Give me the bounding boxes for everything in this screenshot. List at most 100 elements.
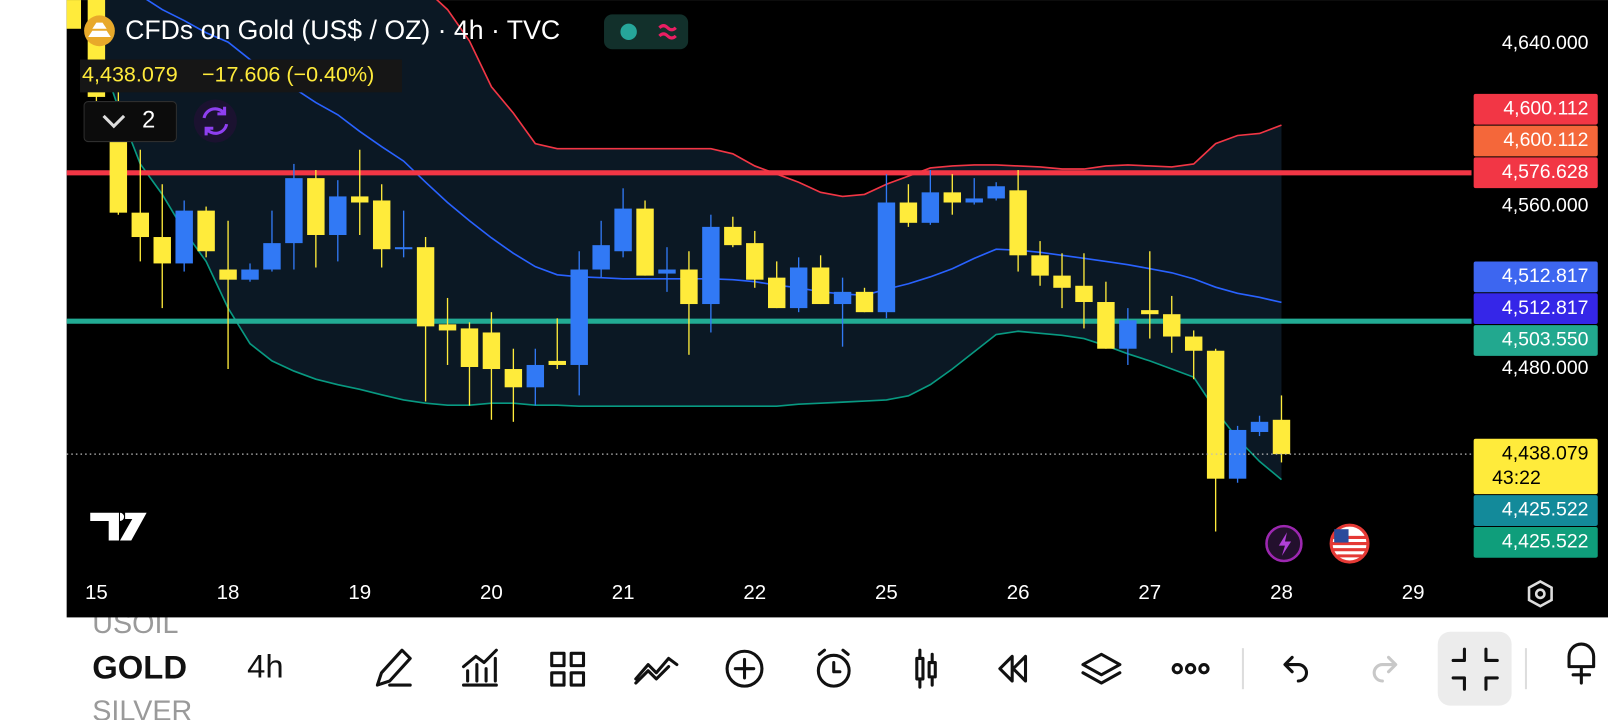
candle-body	[899, 202, 918, 223]
price-tag-label: 4,512.817	[1502, 297, 1589, 319]
candle-body	[548, 360, 566, 365]
candle-body	[1206, 350, 1225, 479]
flag-stripes	[1332, 535, 1368, 558]
y-tick-label: 4,640.000	[1502, 32, 1589, 54]
toolbar-icons[interactable]	[375, 631, 1596, 706]
candle-body	[372, 200, 391, 250]
x-tick-label: 22	[743, 581, 766, 604]
candle-body	[241, 269, 259, 280]
price-tag	[1473, 438, 1598, 495]
candle-body	[263, 243, 281, 270]
x-tick-label: 21	[612, 581, 635, 604]
candle-body	[1009, 190, 1027, 256]
draw-icon[interactable]	[375, 648, 412, 687]
price-tag-label: 4,512.817	[1502, 265, 1589, 287]
add-icon[interactable]	[725, 649, 764, 688]
price-tags: 4,600.112 4,600.112 4,576.628 4,512.817 4,51…	[1473, 93, 1598, 558]
layouts-icon[interactable]	[550, 651, 586, 687]
layers-icon[interactable]	[1081, 652, 1122, 685]
undo-icon[interactable]	[1283, 655, 1308, 683]
candle-body	[658, 269, 676, 274]
candle-body	[724, 226, 742, 246]
candle-body	[987, 186, 1005, 199]
candle-body	[746, 243, 764, 280]
redo-icon[interactable]	[1372, 655, 1398, 683]
chevron	[102, 114, 126, 129]
object-tree-icon[interactable]	[1567, 642, 1596, 685]
more-dot	[1198, 663, 1210, 675]
price-tag	[1473, 495, 1598, 526]
candle-body	[855, 291, 874, 313]
candle-body	[307, 178, 325, 235]
price-tag-label: 4,600.112	[1503, 97, 1588, 119]
x-tick-label: 15	[85, 581, 108, 604]
x-tick-label: 20	[480, 581, 503, 604]
candle-body	[526, 364, 545, 388]
market-status[interactable]	[604, 14, 689, 50]
candle-body	[197, 210, 215, 252]
indicators-icon[interactable]	[461, 648, 498, 687]
delayed-icon	[658, 24, 677, 40]
fullscreen-button[interactable]	[1437, 631, 1512, 706]
price-tag-label: 4,425.522	[1502, 530, 1589, 552]
x-tick-label: 18	[217, 581, 240, 604]
y-tick-label: 4,560.000	[1502, 195, 1589, 217]
candle-body	[504, 369, 523, 388]
band-line	[95, 43, 1283, 481]
candle-body	[921, 192, 940, 223]
lightning-icon	[1278, 532, 1292, 556]
interval-button[interactable]: 4h	[247, 647, 283, 684]
price-tag	[1473, 325, 1598, 356]
symbol-title[interactable]: CFDs on Gold (US$ / OZ) · 4h · TVC	[125, 15, 560, 45]
flag-canton	[1334, 529, 1349, 543]
candle-body	[592, 245, 610, 270]
price-tag-label: 4,438.079	[1502, 442, 1589, 464]
x-tick-label: 27	[1138, 581, 1161, 604]
candle-body	[175, 210, 193, 264]
plot-area[interactable]	[66, 0, 1472, 532]
candle-body	[1053, 275, 1071, 288]
candle-body	[1075, 285, 1093, 303]
candle-body	[1119, 320, 1137, 349]
price-tag	[1473, 93, 1598, 125]
candle-body	[1272, 419, 1291, 455]
price-tag	[1473, 125, 1598, 157]
settings-icon[interactable]	[1527, 580, 1553, 608]
more-dot[interactable]	[1171, 663, 1183, 675]
candle-body	[965, 198, 983, 203]
candle-body	[1184, 336, 1203, 351]
price-tag-label: 4,503.550	[1502, 329, 1589, 351]
layout-button[interactable]	[83, 101, 177, 143]
band-fill	[96, 0, 1282, 480]
candle-body	[636, 208, 654, 276]
x-tick-label: 29	[1402, 581, 1425, 604]
y-tick-label: 4,480.000	[1502, 357, 1589, 379]
tv-logo	[90, 512, 147, 541]
settings-hub	[1534, 588, 1546, 600]
candle-body	[1031, 255, 1049, 276]
price-tag-label: 4,576.628	[1502, 161, 1589, 183]
gold-bars-icon	[88, 22, 111, 37]
candle-body	[351, 196, 369, 203]
candle-body	[570, 269, 588, 365]
collapse-icon	[1451, 647, 1499, 691]
x-tick-label: 28	[1270, 581, 1293, 604]
candle-body	[1250, 421, 1269, 432]
replay-icon[interactable]	[998, 654, 1028, 683]
symbol-item[interactable]: SILVER	[92, 695, 192, 720]
candle-body	[1141, 310, 1159, 315]
candle-body	[768, 277, 786, 309]
alert-hands	[817, 648, 850, 674]
candle-body	[1163, 314, 1181, 337]
chart-type-icon[interactable]	[915, 648, 937, 689]
alert-icon[interactable]	[816, 653, 851, 688]
sync-button[interactable]	[193, 99, 237, 143]
price-tag	[1473, 157, 1598, 189]
last-price: 4,438.079	[82, 63, 178, 87]
compare-icon[interactable]	[634, 656, 679, 685]
candle-body	[416, 247, 435, 327]
symbol-active[interactable]: GOLD	[92, 648, 187, 685]
band-line	[436, 0, 1282, 198]
